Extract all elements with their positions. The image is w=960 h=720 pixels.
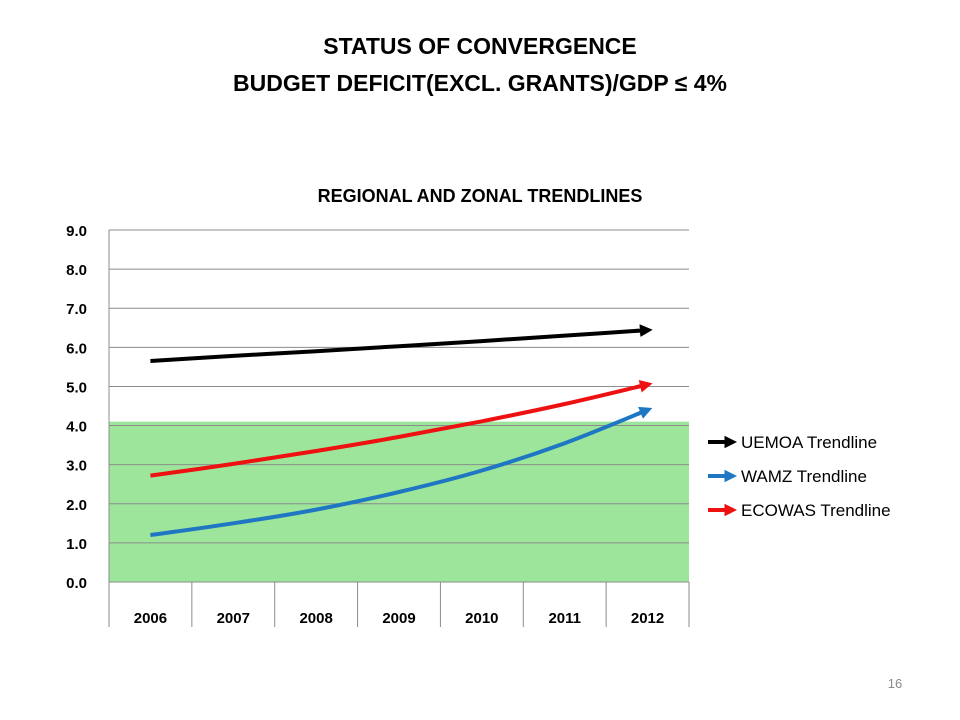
series-line-wamz — [150, 406, 653, 538]
x-tick-label: 2008 — [299, 610, 332, 627]
x-tick-label: 2012 — [631, 610, 664, 627]
y-tick-label: 9.0 — [66, 223, 87, 240]
x-tick-label: 2007 — [217, 610, 250, 627]
x-tick-label: 2006 — [134, 610, 167, 627]
series-line-ecowas — [150, 380, 653, 478]
threshold-band — [109, 421, 689, 582]
legend-label: WAMZ Trendline — [741, 467, 867, 486]
page-number: 16 — [887, 676, 903, 691]
y-tick-label: 8.0 — [66, 262, 87, 279]
slide-title-line1: STATUS OF CONVERGENCE — [323, 33, 637, 59]
slide-title: STATUS OF CONVERGENCE BUDGET DEFICIT(EXC… — [0, 28, 960, 102]
y-tick-label: 7.0 — [66, 301, 87, 318]
legend-label: ECOWAS Trendline — [741, 501, 891, 520]
y-tick-label: 2.0 — [66, 497, 87, 514]
y-tick-label: 5.0 — [66, 379, 87, 396]
series-line-uemoa — [150, 324, 653, 363]
x-tick-label: 2010 — [465, 610, 498, 627]
y-tick-label: 0.0 — [66, 575, 87, 592]
slide-title-line2: BUDGET DEFICIT(EXCL. GRANTS)/GDP ≤ 4% — [233, 70, 727, 96]
y-tick-label: 3.0 — [66, 458, 87, 475]
chart-title: REGIONAL AND ZONAL TRENDLINES — [318, 186, 643, 206]
y-tick-label: 4.0 — [66, 419, 87, 436]
legend-label: UEMOA Trendline — [741, 433, 877, 452]
x-tick-label: 2011 — [548, 610, 581, 627]
x-tick-label: 2009 — [382, 610, 415, 627]
y-tick-label: 6.0 — [66, 340, 87, 357]
y-tick-label: 1.0 — [66, 536, 87, 553]
